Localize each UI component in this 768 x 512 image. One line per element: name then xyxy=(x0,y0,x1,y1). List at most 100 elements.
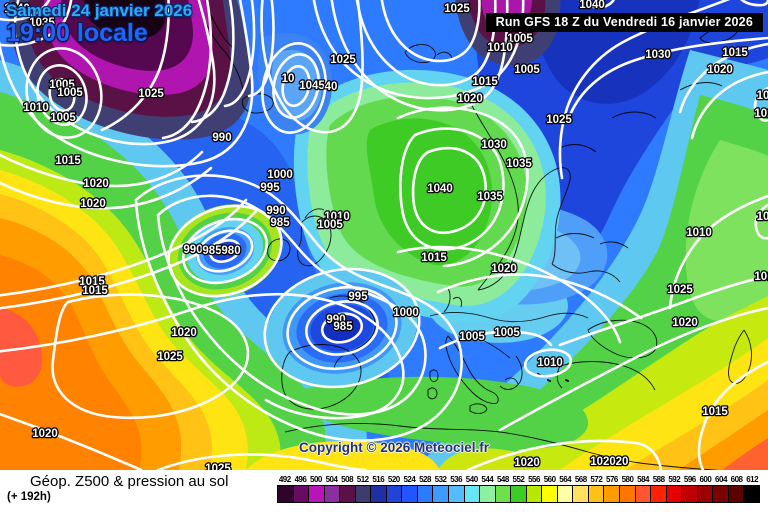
isobar-label: 1025 xyxy=(330,54,356,66)
isobar-label: 1015 xyxy=(722,47,748,59)
footer: Géop. Z500 & pression au sol (+ 192h) 49… xyxy=(0,470,768,512)
colorbar-tick: 604 xyxy=(715,475,727,484)
colorbar-tick: 572 xyxy=(590,475,603,484)
map-area: 1040 1035 1005 1005 1010 1005 1015 1025 990 1020 1… xyxy=(0,0,768,470)
isobar-label: 40 xyxy=(325,81,338,93)
colorbar-swatch xyxy=(339,486,355,502)
colorbar-tick: 516 xyxy=(372,475,385,484)
isobar-label: 1020 xyxy=(83,178,109,190)
isobar-label: 1015 xyxy=(421,252,447,264)
colorbar-swatch xyxy=(572,486,588,502)
colorbar-tick: 524 xyxy=(403,475,416,484)
isobar-contours xyxy=(0,0,768,470)
run-info-box: Run GFS 18 Z du Vendredi 16 janvier 2026 xyxy=(485,13,763,32)
colorbar-tick: 500 xyxy=(310,475,322,484)
isobar-label: 1015 xyxy=(702,406,728,418)
isobar-label: 1040 xyxy=(4,3,30,15)
colorbar-tick: 508 xyxy=(341,475,354,484)
colorbar-tick: 504 xyxy=(325,475,338,484)
colorbar-swatch xyxy=(463,486,480,502)
colorbar-labels: 492 496 500 504 508 512 516 520 524 528 532 536 540 5… xyxy=(277,475,760,484)
colorbar-tick: 576 xyxy=(606,475,618,484)
isobar-label: 10 xyxy=(757,211,768,223)
colorbar-swatch xyxy=(743,486,759,502)
colorbar-swatch xyxy=(308,486,324,502)
isobar-label: 1020 xyxy=(80,198,106,210)
colorbar-swatch xyxy=(681,486,697,502)
colorbar-swatch xyxy=(401,486,417,502)
isobar-label: 985 xyxy=(333,321,353,333)
colorbar-tick: 592 xyxy=(668,475,681,484)
isobar-label: 1005 xyxy=(507,33,533,45)
colorbar-swatch xyxy=(696,486,713,502)
isobar-label: 1005 xyxy=(514,64,540,76)
isobar-label: 1005 xyxy=(57,87,83,99)
colorbar-tick: 548 xyxy=(496,475,509,484)
colorbar-tick: 608 xyxy=(730,475,743,484)
colorbar-swatch xyxy=(370,486,386,502)
isobar-label: 1005 xyxy=(49,79,75,91)
colorbar-tick: 528 xyxy=(419,475,431,484)
colorbar-swatch xyxy=(587,486,604,502)
colorbar-swatch xyxy=(494,486,511,502)
isobar-label: 1040 xyxy=(579,0,605,11)
isobar-label: 1020 xyxy=(491,263,517,275)
isobar-label: 1005 xyxy=(459,331,485,343)
colorbar-tick: 512 xyxy=(356,475,369,484)
colorbar-swatch xyxy=(525,486,542,502)
isobar-label: 985 xyxy=(202,245,222,257)
colorbar-tick: 612 xyxy=(746,475,759,484)
colorbar-tick: 520 xyxy=(387,475,400,484)
isobar-label: 1005 xyxy=(317,219,343,231)
colorbar-tick: 584 xyxy=(637,475,650,484)
isobar-label: 1015 xyxy=(79,276,105,288)
weather-map-svg: 1040103510051005101010051015102599010201… xyxy=(0,0,768,470)
isobar-label: 1035 xyxy=(506,158,532,170)
isobar-label: 20 xyxy=(616,456,629,468)
colorbar-swatch xyxy=(603,486,620,502)
colorbar-swatch xyxy=(278,486,293,502)
colorbar-swatch xyxy=(650,486,666,502)
colorbar-swatch xyxy=(416,486,433,502)
pressure-labels: 1040103510051005101010051015102599010201… xyxy=(3,0,768,470)
isobar-label: 1005 xyxy=(50,112,76,124)
isobar-label: 995 xyxy=(348,291,368,303)
isobar-label: 1030 xyxy=(481,139,507,151)
isobar-label: 102 xyxy=(754,108,768,120)
isobar-label: 1025 xyxy=(205,463,231,470)
isobar-label: 1020 xyxy=(514,457,540,469)
isobar-label: 1030 xyxy=(645,49,671,61)
isobar-label: 1025 xyxy=(546,114,572,126)
copyright-text: Copyright © 2026 Meteociel.fr xyxy=(299,440,489,455)
colorbar-swatch xyxy=(510,486,526,502)
isobar-label: 1015 xyxy=(472,76,498,88)
isobar-label: 1020 xyxy=(171,327,197,339)
isobar-label: 1025 xyxy=(138,88,164,100)
colorbar-swatch xyxy=(634,486,651,502)
isobar-label: 990 xyxy=(326,314,345,326)
isobar-label: 980 xyxy=(221,245,240,257)
colorbar-swatch xyxy=(448,486,464,502)
colorbar-swatch xyxy=(541,486,557,502)
colorbar-tick: 544 xyxy=(481,475,494,484)
colorbar-swatch xyxy=(432,486,449,502)
colorbar-tick: 492 xyxy=(278,475,291,484)
isobar-label: 1045 xyxy=(299,80,325,92)
forecast-lead-time: (+ 192h) xyxy=(7,491,51,503)
colorbar-tick: 556 xyxy=(528,475,540,484)
isobar-label: 990 xyxy=(266,205,285,217)
isobar-label: 101 xyxy=(754,271,768,283)
isobar-label: 1020 xyxy=(32,428,58,440)
isobar-label: 1025 xyxy=(667,284,693,296)
colorbar-tick: 540 xyxy=(465,475,478,484)
colorbar-tick: 564 xyxy=(559,475,572,484)
isobar-label: 1005 xyxy=(494,327,520,339)
isobar-label: 995 xyxy=(260,182,280,194)
isobar-label: 1020 xyxy=(707,64,733,76)
colorbar-tick: 552 xyxy=(512,475,525,484)
isobar-label: 990 xyxy=(183,244,202,256)
z500-field xyxy=(0,0,768,470)
colorbar-swatch xyxy=(479,486,495,502)
isobar-label: 1015 xyxy=(82,285,108,297)
z500-colorbar: 492 496 500 504 508 512 516 520 524 528 532 536 540 5… xyxy=(277,475,760,503)
